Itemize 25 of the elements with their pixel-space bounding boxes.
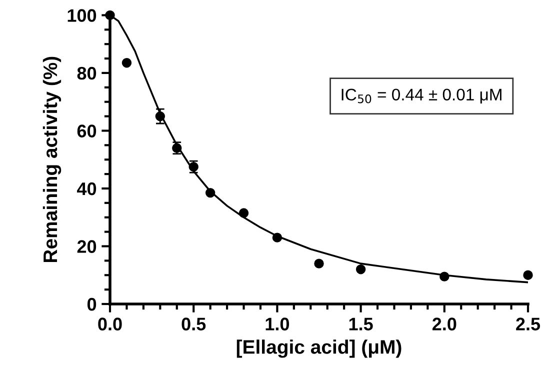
point (523, 270, 533, 280)
point (440, 272, 450, 282)
point (105, 10, 115, 20)
x-axis-title: [Ellagic acid] (μM) (236, 340, 402, 358)
y-axis-title: Remaining activity (%) (42, 56, 62, 262)
y-tick-label: 100 (68, 9, 96, 22)
annotation: IC$_{50}$ = 0.44 ± 0.01 μM (342, 88, 502, 104)
point (155, 111, 166, 122)
point (238, 208, 249, 218)
x-tick-label: 0.5 (182, 318, 206, 330)
x-tick-label: 2.0 (432, 318, 456, 330)
point (272, 232, 282, 242)
y-tick-label: 20 (77, 240, 96, 253)
x-tick-label: 1.5 (349, 318, 373, 330)
point (122, 58, 132, 68)
x-tick-label: 2.5 (516, 318, 540, 330)
x-tick-label: 0.0 (98, 318, 122, 330)
point (205, 188, 216, 198)
y-tick-label: 40 (77, 182, 96, 196)
y-tick-label: 60 (77, 124, 96, 138)
point (356, 264, 366, 274)
y-tick-label: 80 (77, 66, 96, 80)
y-tick-label: 0 (87, 298, 96, 311)
point (314, 258, 324, 268)
x-tick-label: 1.0 (266, 318, 290, 330)
